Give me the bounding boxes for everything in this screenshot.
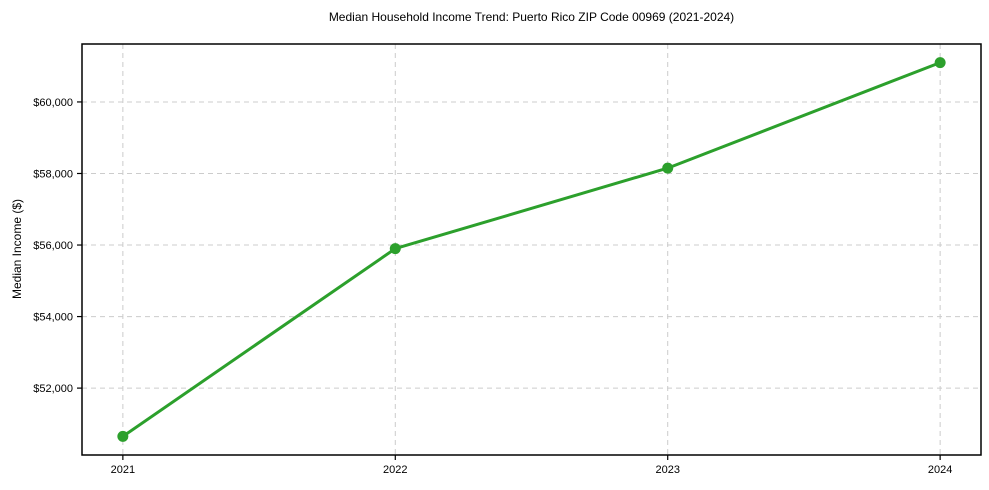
plot-border — [81, 43, 982, 456]
x-tick-label: 2024 — [928, 464, 952, 476]
data-point-2024 — [934, 57, 946, 69]
trend-line — [121, 61, 942, 438]
y-tick-label: $58,000 — [33, 168, 73, 180]
y-tick-label: $60,000 — [33, 97, 73, 109]
chart-title: Median Household Income Trend: Puerto Ri… — [328, 10, 735, 24]
x-tick-label: 2021 — [111, 464, 135, 476]
x-tick-label: 2023 — [655, 464, 679, 476]
data-point-2021 — [117, 430, 129, 442]
x-tick-label: 2022 — [383, 464, 407, 476]
y-tick-label: $52,000 — [33, 383, 73, 395]
y-tick-label: $56,000 — [33, 240, 73, 252]
data-point-2023 — [662, 162, 674, 174]
data-point-2022 — [389, 243, 401, 255]
y-tick-label: $54,000 — [33, 312, 73, 324]
